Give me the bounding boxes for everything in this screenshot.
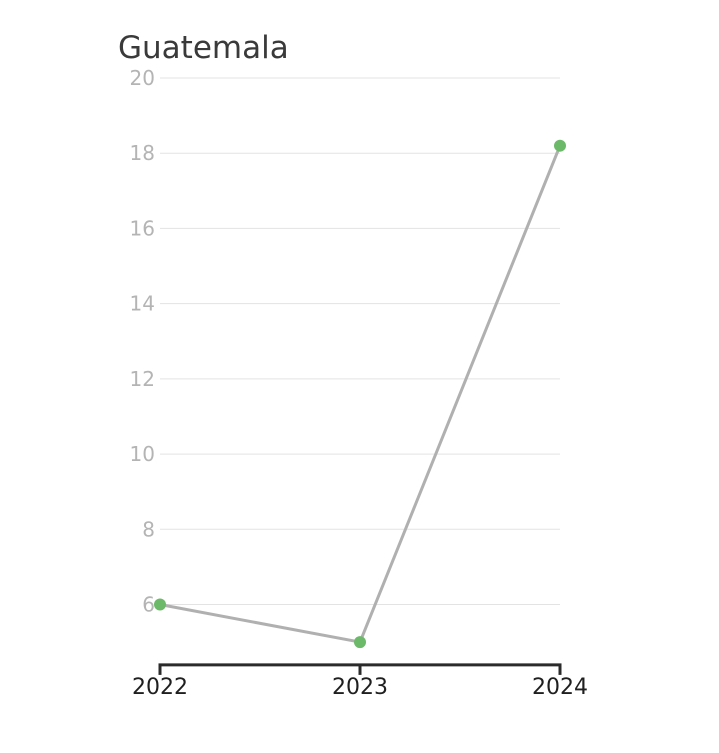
y-tick-label: 6 [142, 593, 155, 617]
y-tick-label: 12 [130, 367, 155, 391]
y-tick-label: 14 [130, 292, 155, 316]
series-line [159, 145, 562, 644]
data-point [354, 636, 366, 649]
y-tick-label: 16 [130, 216, 155, 240]
x-tick-label: 2023 [332, 675, 388, 700]
y-axis-tick-labels: 6 8 10 12 14 16 18 20 [130, 66, 155, 617]
data-point [554, 139, 566, 152]
series-layer [154, 139, 566, 649]
y-tick-label: 8 [142, 517, 155, 541]
y-tick-label: 20 [130, 66, 155, 90]
data-point [154, 598, 166, 611]
y-tick-label: 18 [130, 141, 155, 165]
x-tick-label: 2022 [132, 675, 188, 700]
y-tick-label: 10 [130, 442, 155, 466]
grid-lines [160, 77, 560, 605]
x-tick-label: 2024 [532, 675, 588, 700]
chart-title: Guatemala [118, 30, 289, 66]
x-axis: 2022 2023 2024 [132, 663, 588, 700]
